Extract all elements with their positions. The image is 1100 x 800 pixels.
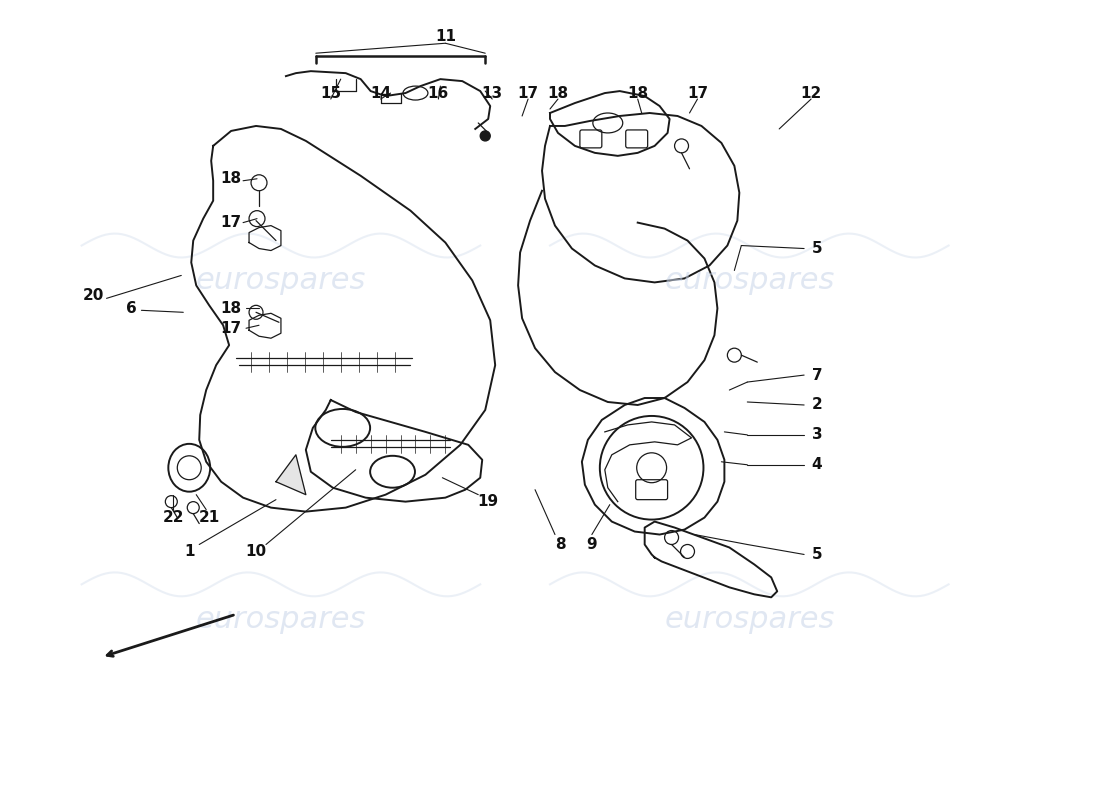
- Text: 21: 21: [199, 510, 220, 525]
- Text: 4: 4: [812, 458, 823, 472]
- Text: 17: 17: [220, 215, 241, 230]
- Text: 19: 19: [477, 494, 498, 509]
- Text: 17: 17: [517, 86, 539, 101]
- Text: 16: 16: [428, 86, 449, 101]
- Text: 15: 15: [320, 86, 341, 101]
- Text: 5: 5: [812, 547, 823, 562]
- Text: 18: 18: [548, 86, 569, 101]
- Text: 12: 12: [801, 86, 822, 101]
- Text: 14: 14: [370, 86, 392, 101]
- Text: 17: 17: [220, 321, 241, 336]
- Text: 17: 17: [686, 86, 708, 101]
- Text: eurospares: eurospares: [664, 605, 835, 634]
- Text: 13: 13: [482, 86, 503, 101]
- Text: 6: 6: [126, 301, 136, 316]
- Polygon shape: [276, 455, 306, 494]
- Text: eurospares: eurospares: [196, 605, 366, 634]
- Text: eurospares: eurospares: [196, 266, 366, 295]
- Text: 8: 8: [554, 537, 565, 552]
- Text: eurospares: eurospares: [664, 266, 835, 295]
- Text: 18: 18: [627, 86, 648, 101]
- Text: 2: 2: [812, 398, 823, 413]
- Text: 18: 18: [220, 171, 241, 186]
- Text: 3: 3: [812, 427, 823, 442]
- Text: 9: 9: [586, 537, 597, 552]
- Text: 1: 1: [184, 544, 195, 559]
- Text: 11: 11: [434, 29, 455, 44]
- Text: 18: 18: [220, 301, 241, 316]
- Text: 22: 22: [163, 510, 184, 525]
- Text: 10: 10: [245, 544, 266, 559]
- Text: 20: 20: [82, 288, 104, 303]
- Text: 5: 5: [812, 241, 823, 256]
- Text: 7: 7: [812, 367, 823, 382]
- Circle shape: [481, 131, 491, 141]
